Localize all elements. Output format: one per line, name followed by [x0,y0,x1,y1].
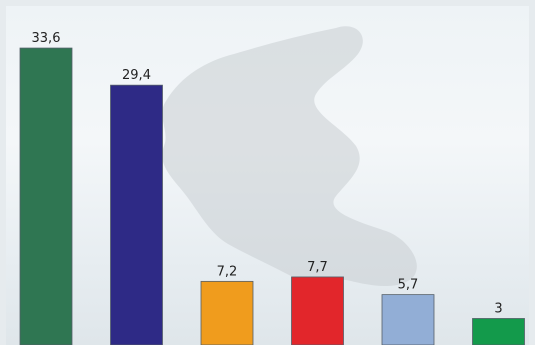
value-label-5: 5,7 [398,278,419,293]
bars-group [19,47,525,345]
bar-5 [381,294,435,345]
bar-4 [291,276,344,345]
bar-1 [19,47,73,345]
greece-map-silhouette [162,26,417,286]
bar-6 [472,318,525,345]
map-background [162,26,417,286]
bar-2 [110,84,163,345]
bar-chart: 33,6 29,4 7,2 7,7 5,7 3 [19,26,525,345]
value-label-3: 7,2 [217,264,238,279]
value-label-6: 3 [494,301,502,316]
chart-panel: 33,6 29,4 7,2 7,7 5,7 3 [6,6,529,345]
value-label-1: 33,6 [32,31,61,46]
value-label-4: 7,7 [307,260,328,275]
value-labels-group: 33,6 29,4 7,2 7,7 5,7 3 [32,31,503,316]
value-label-2: 29,4 [122,68,151,83]
bar-3 [200,280,254,345]
